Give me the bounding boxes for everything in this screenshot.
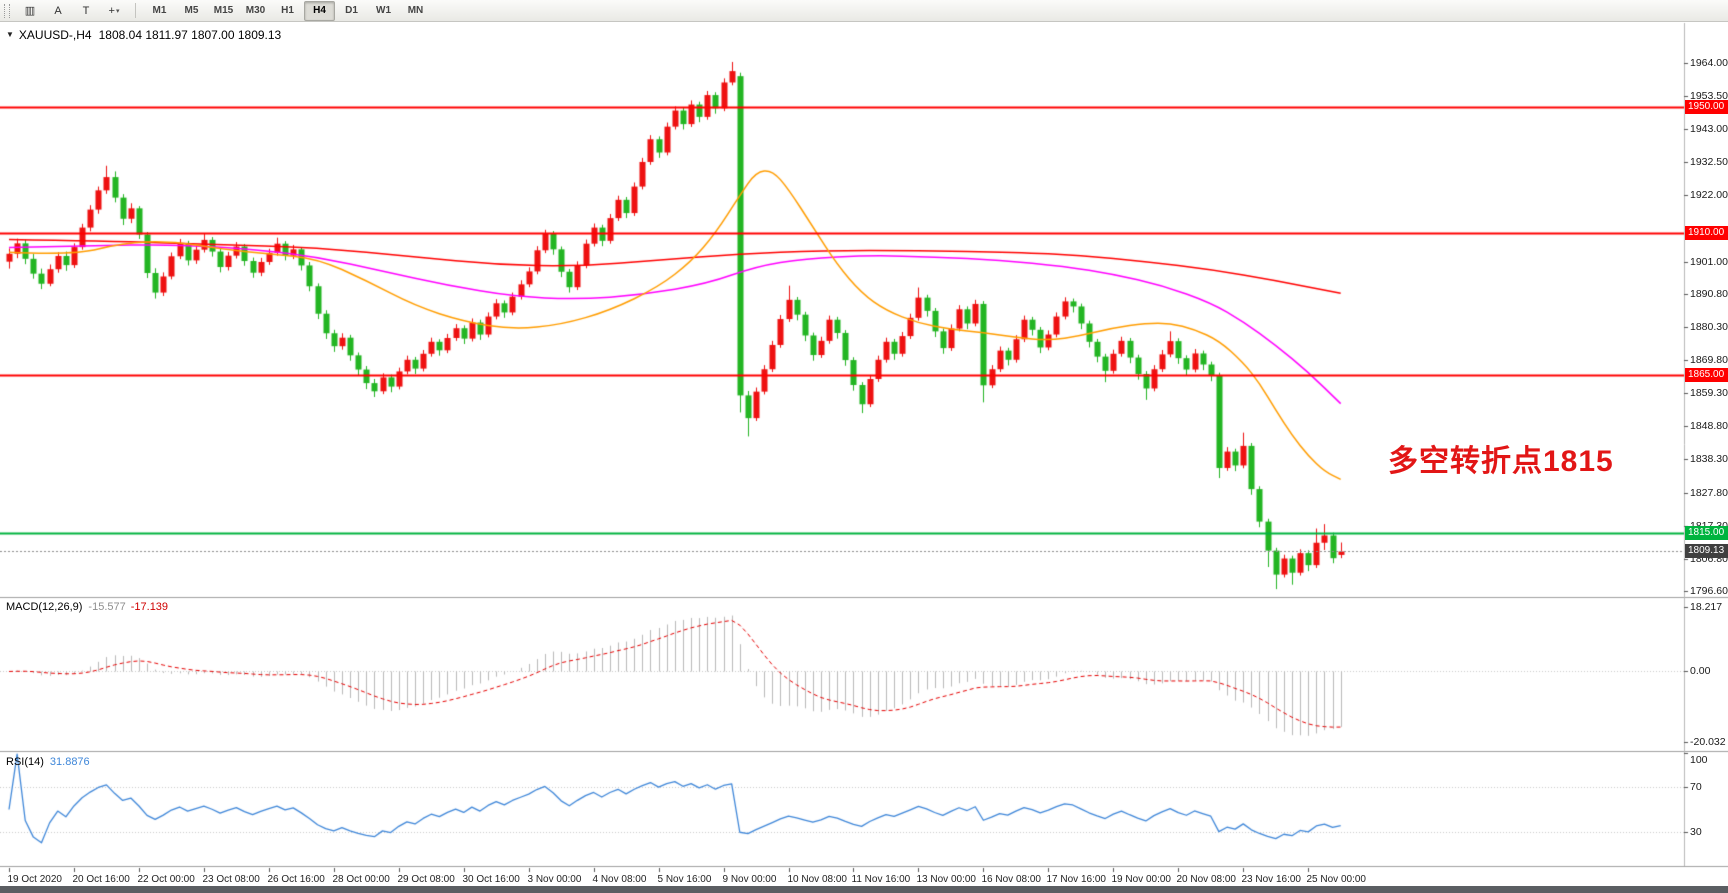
toolbar-separator <box>135 3 136 18</box>
timeframe-button-w1[interactable]: W1 <box>376 4 391 16</box>
timeframe-button-h4[interactable]: H4 <box>304 0 335 21</box>
timeframe-button-m15[interactable]: M15 <box>213 4 234 16</box>
toolbar-buttons: ▥ A T +▾ <box>17 1 127 21</box>
toolbar-grip[interactable] <box>4 3 10 18</box>
toolbar-button-charts-grid[interactable]: ▥ <box>24 4 36 17</box>
taskbar-strip <box>0 886 1728 893</box>
timeframe-button-h1[interactable]: H1 <box>281 4 294 16</box>
toolbar: ▥ A T +▾ M1 M5 M15 M30 H1 H4 D1 W1 MN <box>0 0 1728 22</box>
timeframe-button-m1[interactable]: M1 <box>152 4 167 16</box>
timeframe-button-d1[interactable]: D1 <box>345 4 358 16</box>
timeframe-button-m30[interactable]: M30 <box>245 4 266 16</box>
timeframe-button-m5[interactable]: M5 <box>184 4 199 16</box>
toolbar-button-annotate-a[interactable]: A <box>54 4 62 17</box>
timeframe-buttons: M1 M5 M15 M30 H1 H4 D1 W1 MN <box>144 0 431 21</box>
timeframe-button-mn[interactable]: MN <box>407 4 424 16</box>
toolbar-button-crosshair[interactable]: +▾ <box>108 4 120 17</box>
toolbar-button-text-t[interactable]: T <box>82 4 90 17</box>
dropdown-arrow-icon: ▾ <box>115 7 120 15</box>
